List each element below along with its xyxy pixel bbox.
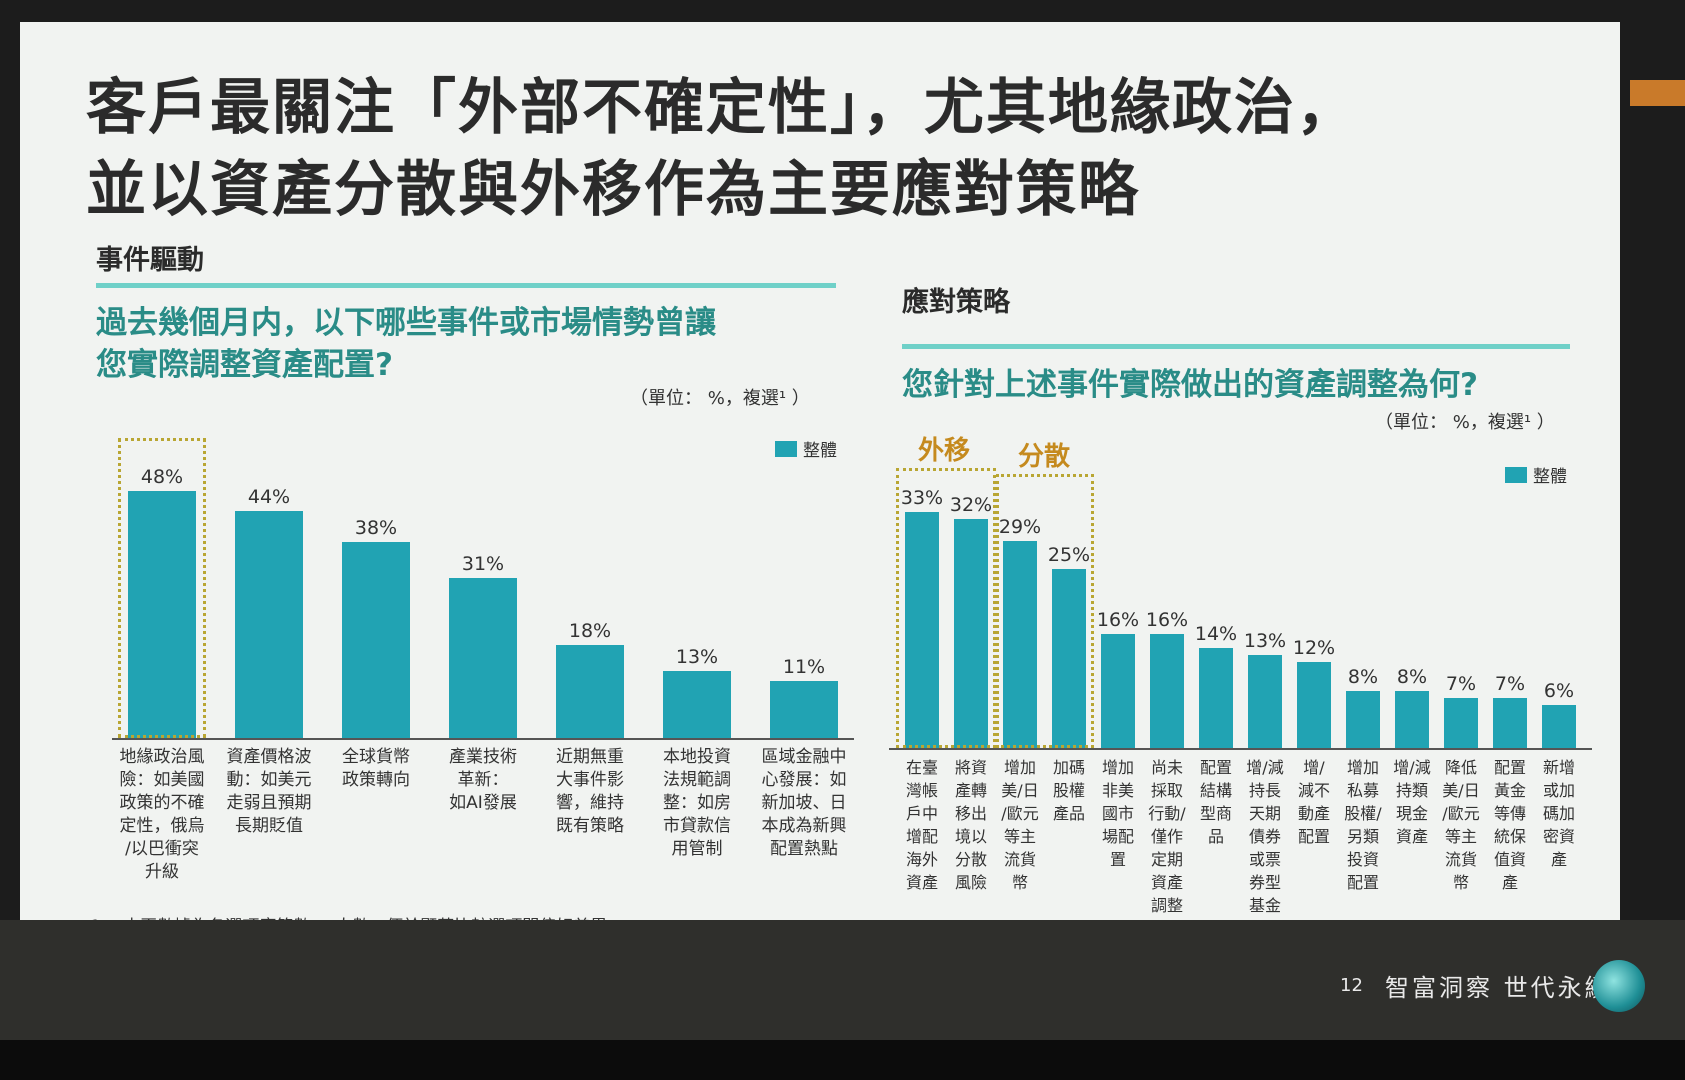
data-label: 18%	[568, 620, 612, 643]
left-section-rule	[96, 283, 836, 288]
right-legend: 整體	[1505, 462, 1567, 487]
bar	[1101, 633, 1135, 748]
data-label: 13%	[675, 646, 719, 669]
data-label: 8%	[1396, 665, 1428, 688]
bar	[1052, 569, 1086, 748]
globe-logo-icon	[1593, 960, 1645, 1012]
bar	[1003, 540, 1037, 748]
data-label: 48%	[140, 465, 184, 488]
legend-swatch	[1505, 466, 1527, 483]
data-label: 7%	[1445, 672, 1477, 695]
category-label: 增加 私募 股權/ 另類 投資 配置	[1344, 758, 1382, 892]
data-label: 44%	[247, 486, 291, 509]
data-label: 16%	[1145, 608, 1189, 631]
category-label: 資產價格波 動：如美元 走弱且預期 長期貶值	[226, 747, 312, 836]
right-section-rule	[902, 344, 1570, 349]
group-label-out: 外移	[918, 436, 971, 466]
category-label: 增/減 持類 現金 資產	[1393, 758, 1431, 846]
data-label: 12%	[1292, 637, 1336, 660]
category-label: 區域金融中 心發展：如 新加坡、日 本成為新興 配置熱點	[761, 747, 847, 859]
left-question-line1: 過去幾個月内，以下哪些事件或市場情勢曾讓	[96, 305, 716, 341]
category-label: 增/減 持長 天期 債券 或票 券型 基金	[1246, 758, 1284, 915]
slogan: 智富洞察 世代永續	[1385, 974, 1612, 1002]
legend-label: 整體	[1533, 467, 1567, 487]
category-label: 配置 黃金 等傳 統保 值資 產	[1493, 758, 1526, 892]
category-label: 地緣政治風 險：如美國 政策的不確 定性，俄烏 /以巴衝突 升級	[119, 747, 205, 882]
bar	[1199, 647, 1233, 748]
left-legend: 整體	[775, 436, 837, 461]
bar	[449, 578, 517, 738]
data-label: 16%	[1096, 608, 1140, 631]
right-section-label: 應對策略	[902, 287, 1010, 318]
left-question-line2: 您實際調整資產配置?	[96, 347, 393, 383]
data-label: 11%	[782, 656, 826, 679]
data-label: 29%	[998, 515, 1042, 538]
category-label: 加碼 股權 產品	[1052, 758, 1085, 823]
bar	[342, 542, 410, 738]
bar	[770, 681, 838, 738]
category-label: 近期無重 大事件影 響，維持 既有策略	[556, 747, 624, 836]
left-unit-note: （單位： %，複選¹ ）	[630, 388, 810, 409]
bar	[1297, 662, 1331, 748]
legend-label: 整體	[803, 441, 837, 461]
bar	[1150, 633, 1184, 748]
x-axis-line	[889, 748, 1592, 750]
data-label: 14%	[1194, 622, 1238, 645]
data-label: 38%	[354, 517, 398, 540]
category-label: 尚未 採取 行動/ 僅作 定期 資產 調整	[1148, 758, 1186, 915]
bar	[905, 512, 939, 748]
group-label-diversify: 分散	[1018, 442, 1071, 472]
right-question: 您針對上述事件實際做出的資產調整為何?	[902, 367, 1478, 403]
category-label: 在臺 灣帳 戶中 增配 海外 資產	[905, 758, 938, 892]
legend-swatch	[775, 440, 797, 457]
data-label: 31%	[461, 553, 505, 576]
category-label: 產業技術 革新： 如AI發展	[449, 747, 517, 813]
category-label: 增加 非美 國市 場配 置	[1101, 758, 1134, 869]
highlight-box-outflow	[896, 468, 996, 748]
category-label: 本地投資 法規範調 整：如房 市貸款信 用管制	[663, 747, 731, 859]
bar	[1542, 705, 1576, 748]
data-label: 33%	[900, 487, 944, 510]
bar	[1395, 690, 1429, 748]
data-label: 32%	[949, 494, 993, 517]
bar	[235, 511, 303, 738]
bar	[128, 490, 196, 738]
slide	[20, 22, 1620, 942]
category-label: 配置 結構 型商 品	[1199, 758, 1232, 846]
data-label: 7%	[1494, 672, 1526, 695]
background-strip	[1630, 80, 1685, 106]
footer-strip	[0, 1040, 1685, 1080]
category-label: 將資 產轉 移出 境以 分散 風險	[954, 758, 987, 892]
slide-title-line1: 客戶最關注「外部不確定性」，尤其地緣政治，	[86, 73, 1358, 143]
page-number: 12	[1340, 975, 1363, 996]
highlight-box-geopolitical	[118, 438, 206, 738]
category-label: 增/ 減不 動產 配置	[1297, 758, 1330, 846]
data-label: 6%	[1543, 680, 1575, 703]
right-unit-note: （單位： %，複選¹ ）	[1375, 412, 1555, 433]
bar	[663, 671, 731, 738]
bar	[954, 519, 988, 748]
category-label: 增加 美/日 /歐元 等主 流貨 幣	[1001, 758, 1039, 892]
category-label: 新增 或加 碼加 密資 產	[1542, 758, 1575, 869]
data-label: 25%	[1047, 544, 1091, 567]
slide-title-line2: 並以資產分散與外移作為主要應對策略	[86, 155, 1140, 225]
category-label: 全球貨幣 政策轉向	[342, 747, 410, 790]
bar	[1346, 690, 1380, 748]
category-label: 降低 美/日 /歐元 等主 流貨 幣	[1442, 758, 1480, 892]
bar	[1444, 697, 1478, 748]
bar	[556, 645, 624, 738]
highlight-box-diversify	[996, 474, 1094, 748]
bar	[1248, 655, 1282, 748]
bar	[1493, 697, 1527, 748]
x-axis-line	[112, 738, 854, 740]
data-label: 13%	[1243, 630, 1287, 653]
left-section-label: 事件驅動	[96, 245, 204, 276]
data-label: 8%	[1347, 665, 1379, 688]
